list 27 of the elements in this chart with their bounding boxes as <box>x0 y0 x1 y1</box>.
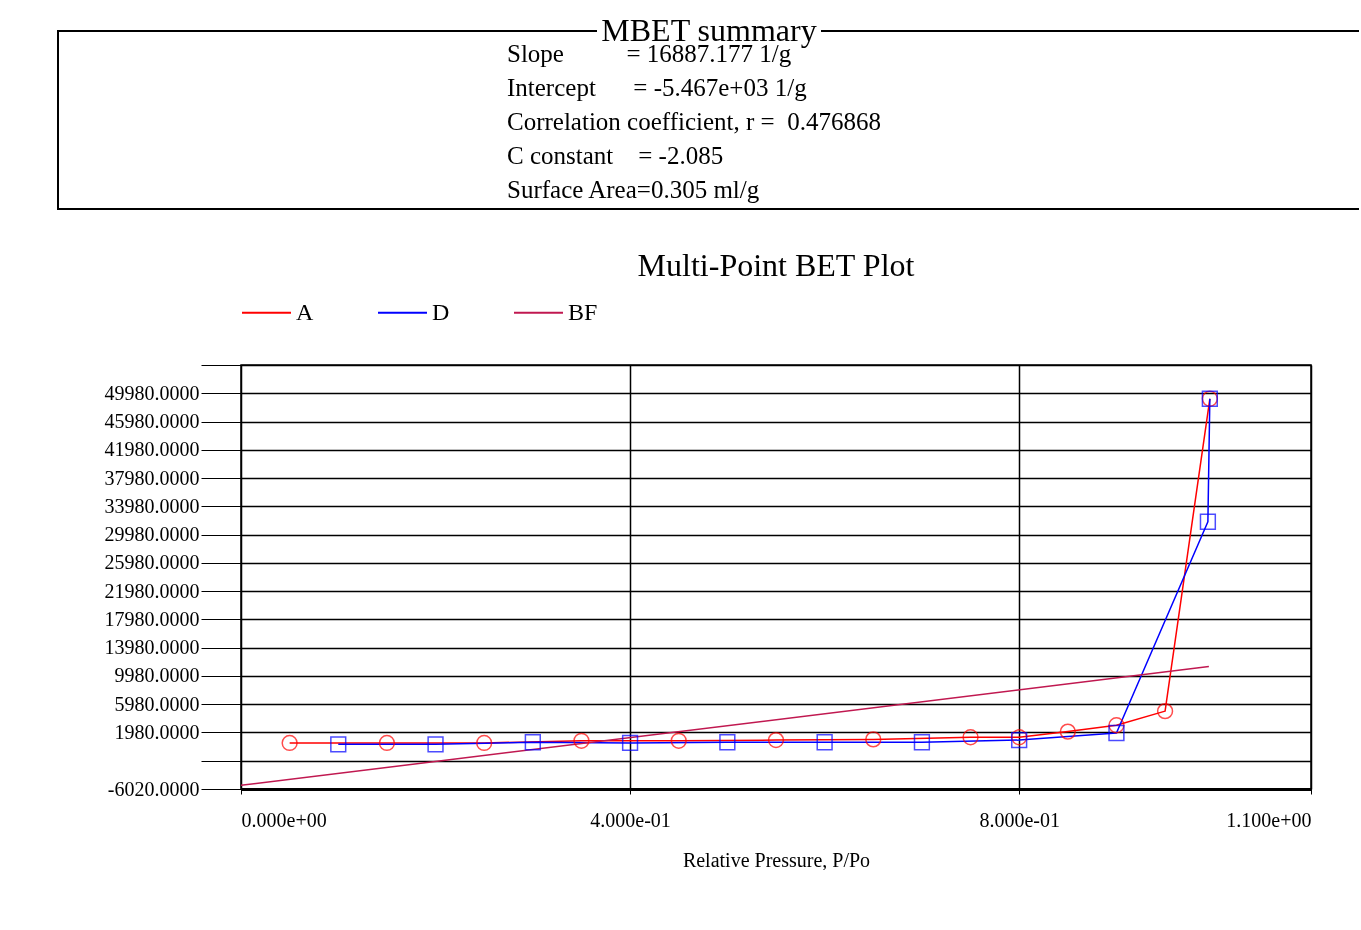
chart-title: Multi-Point BET Plot <box>637 247 915 283</box>
legend-label: A <box>296 298 314 325</box>
x-tick-label: 1.100e+00 <box>1226 808 1312 831</box>
legend-label: BF <box>568 298 598 325</box>
y-tick-label: 13980.0000 <box>104 636 200 659</box>
x-axis-title: Relative Pressure, P/Po <box>682 848 871 871</box>
y-tick-label: 29980.0000 <box>104 523 200 546</box>
y-tick-label: 5980.0000 <box>114 692 200 715</box>
y-tick-label: 1980.0000 <box>114 720 200 743</box>
legend-label: D <box>432 298 450 325</box>
y-tick-label: 25980.0000 <box>104 551 200 574</box>
text: Correlation coefficient, r = 0.476868 <box>507 108 881 136</box>
text: C constant = -2.085 <box>507 142 724 170</box>
text: Surface Area=0.305 ml/g <box>507 176 760 204</box>
y-tick-label: 9980.0000 <box>114 664 200 687</box>
y-tick-label: 41980.0000 <box>104 438 200 461</box>
y-tick-label: 45980.0000 <box>104 410 200 433</box>
y-tick-label: 33980.0000 <box>104 494 200 517</box>
x-tick-label: 8.000e-01 <box>979 808 1060 831</box>
y-tick-label: -6020.0000 <box>107 777 200 800</box>
text: Intercept = -5.467e+03 1/g <box>507 74 807 102</box>
x-tick-label: 4.000e-01 <box>590 808 671 831</box>
x-tick-label: 0.000e+00 <box>241 808 327 831</box>
y-tick-label: 21980.0000 <box>104 579 200 602</box>
y-tick-label: 37980.0000 <box>104 466 200 489</box>
y-tick-label: 49980.0000 <box>104 381 200 404</box>
y-tick-label: 17980.0000 <box>104 607 200 630</box>
